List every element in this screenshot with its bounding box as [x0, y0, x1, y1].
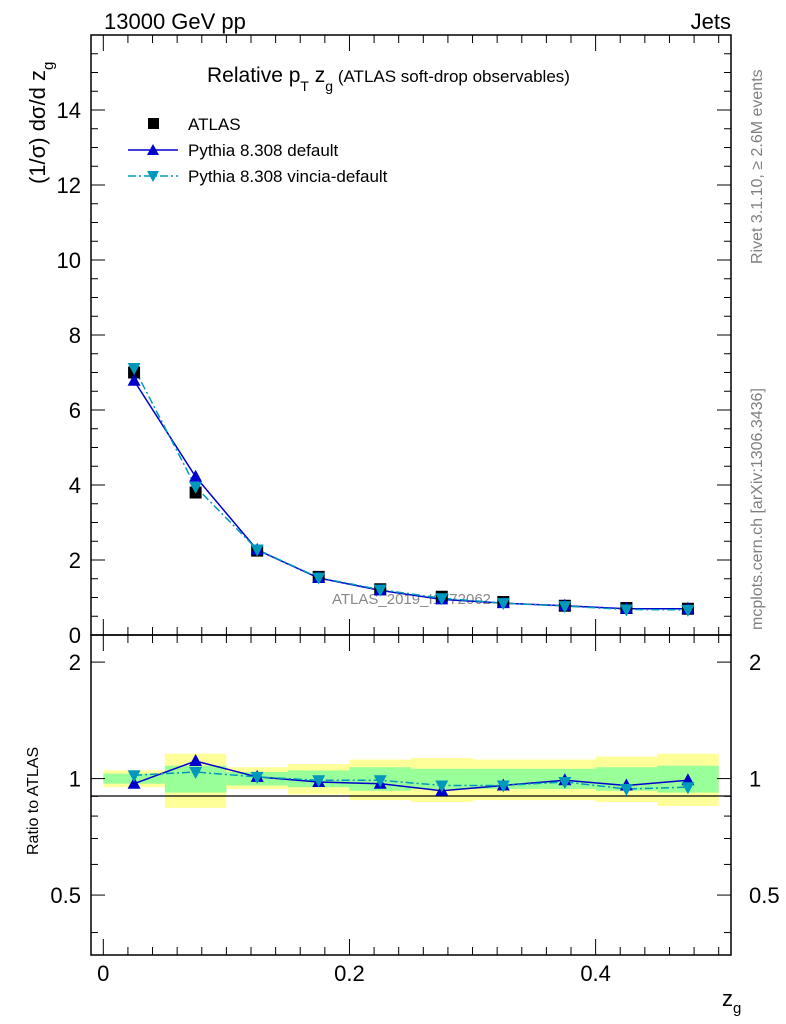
ratio-point-vincia [312, 775, 326, 788]
plot-title: Relative pT zg (ATLAS soft-drop observab… [207, 64, 570, 94]
main-point-vincia [373, 584, 387, 597]
ratio-point-vincia [127, 770, 141, 783]
main-ylabel-sub: g [40, 62, 57, 70]
ratio-y-tick-label-right: 0.5 [749, 883, 780, 908]
ratio-panel: 0.5 0.5 1 1 2 2 0 0.2 0.4 Ratio to ATLAS zg [25, 634, 780, 1017]
main-y-tick-label: 2 [69, 548, 81, 573]
x-axis-label-text: z [722, 986, 733, 1011]
main-point-default [127, 373, 141, 386]
main-y-tick-label: 6 [69, 398, 81, 423]
main-point-vincia [435, 593, 449, 606]
main-point-vincia [312, 572, 326, 585]
main-panel: ATLAS_2019_I1772062 0 2 4 6 8 10 12 14 Relative… [25, 34, 732, 648]
ratio-point-vincia [619, 783, 633, 796]
main-point-vincia [189, 481, 203, 494]
ratio-point-vincia [496, 780, 510, 793]
watermark: ATLAS_2019_I1772062 [332, 591, 491, 608]
main-y-tick-label: 4 [69, 473, 81, 498]
main-point-vincia [496, 598, 510, 611]
legend-marker-atlas [148, 118, 159, 129]
ratio-y-tick-label-left: 1 [69, 767, 81, 792]
header-left: 13000 GeV pp [104, 9, 246, 34]
main-point-default [189, 469, 203, 482]
ratio-point-vincia [189, 766, 203, 779]
ratio-point-vincia [558, 776, 572, 789]
ratio-point-default [189, 754, 203, 767]
ratio-point-vincia [250, 771, 264, 784]
ratio-ylabel: Ratio to ATLAS [25, 747, 42, 855]
main-point-vincia [127, 363, 141, 375]
title-sub-g: g [325, 78, 333, 94]
title-sub-t: T [300, 78, 309, 94]
ratio-point-vincia [681, 782, 695, 795]
header-right: Jets [691, 9, 731, 34]
rivet-version-label: Rivet 3.1.10, ≥ 2.6M events [749, 69, 766, 264]
ratio-y-tick-label-left: 2 [69, 650, 81, 675]
legend-label-vincia: Pythia 8.308 vincia-default [188, 167, 388, 186]
main-point-vincia [681, 604, 695, 617]
main-ylabel: (1/σ) dσ/d zg [25, 62, 57, 184]
main-y-tick-label: 14 [57, 98, 81, 123]
legend-label-atlas: ATLAS [188, 115, 241, 134]
main-y-tick-label: 10 [57, 248, 81, 273]
main-frame [90, 34, 732, 636]
x-axis-label-sub: g [733, 1000, 741, 1017]
title-z: z [309, 64, 325, 87]
legend: ATLAS Pythia 8.308 default Pythia 8.308 … [128, 115, 388, 186]
x-tick-label: 0.4 [580, 961, 611, 986]
main-line-vincia [133, 367, 688, 611]
main-y-tick-label: 8 [69, 323, 81, 348]
ratio-frame [90, 634, 732, 956]
title-rest: (ATLAS soft-drop observables) [333, 67, 570, 86]
ratio-y-tick-label-left: 0.5 [50, 883, 81, 908]
ratio-line-default [133, 760, 688, 792]
legend-label-default: Pythia 8.308 default [188, 141, 339, 160]
main-line-default [133, 380, 688, 610]
legend-marker-vincia [147, 171, 159, 182]
x-tick-label: 0.2 [334, 961, 365, 986]
ratio-point-default [127, 776, 141, 789]
ratio-line-vincia [134, 771, 688, 790]
mcplots-label: mcplots.cern.ch [arXiv:1306.3436] [749, 388, 766, 630]
ratio-y-tick-label-right: 1 [749, 767, 761, 792]
ratio-point-vincia [373, 775, 387, 788]
x-tick-label: 0 [97, 961, 109, 986]
main-y-tick-label: 0 [69, 623, 81, 648]
main-y-tick-label: 12 [57, 173, 81, 198]
main-point-vincia [558, 601, 572, 614]
main-point-vincia [619, 604, 633, 617]
ratio-y-tick-label-right: 2 [749, 650, 761, 675]
title-main: Relative p [207, 64, 300, 87]
x-axis-label: zg [722, 986, 741, 1017]
ratio-point-vincia [435, 780, 449, 793]
main-ylabel-text: (1/σ) dσ/d z [25, 70, 50, 184]
legend-marker-default [147, 144, 159, 155]
main-point-vincia [250, 544, 264, 557]
